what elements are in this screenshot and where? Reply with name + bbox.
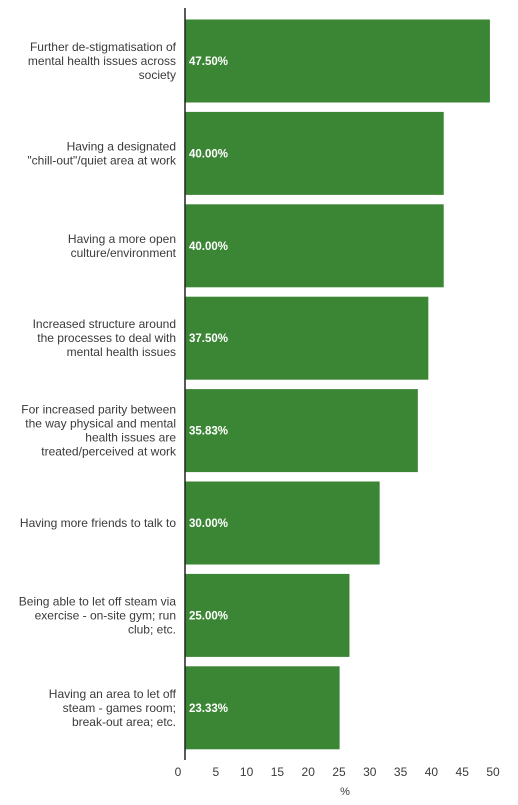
bar-value-label: 25.00% [189, 610, 228, 622]
bar [185, 573, 350, 657]
category-label: For increased parity between the way phys… [21, 403, 177, 459]
bar [185, 666, 340, 750]
bar [185, 389, 418, 473]
value-labels: 47.50% 40.00% 40.00% 37.50% 35.83% 30.00% 25.0… [189, 56, 228, 715]
bars-group [185, 19, 490, 750]
x-tick-label: 40 [425, 765, 439, 779]
bar-value-label: 37.50% [189, 333, 228, 345]
category-label: Having a designated "chill-out"/quiet are… [27, 139, 177, 167]
bar [185, 204, 444, 288]
category-label: Increased structure around the processes … [33, 317, 176, 359]
x-tick-label: 35 [394, 765, 408, 779]
category-label: Having more friends to talk to [20, 516, 176, 530]
x-tick-label: 25 [332, 765, 346, 779]
x-tick-label: 10 [240, 765, 254, 779]
bar-value-label: 23.33% [189, 703, 228, 715]
bar [185, 111, 444, 195]
bar [185, 481, 380, 565]
x-tick-label: 45 [456, 765, 470, 779]
bar-value-label: 47.50% [189, 56, 228, 68]
category-label: Having a more open culture/environment [68, 232, 177, 260]
x-tick-label: 15 [271, 765, 285, 779]
x-tick-label: 50 [486, 765, 500, 779]
x-axis-ticks: 0 5 10 15 20 25 30 35 40 45 50 [175, 765, 500, 779]
x-tick-label: 30 [363, 765, 377, 779]
x-tick-label: 0 [175, 765, 182, 779]
bar-value-label: 40.00% [189, 241, 228, 253]
bar-value-label: 40.00% [189, 148, 228, 160]
category-label: Further de-stigmatisation of mental healt… [28, 40, 177, 82]
bar [185, 19, 490, 103]
bar-value-label: 30.00% [189, 518, 228, 530]
category-labels: Further de-stigmatisation of mental healt… [19, 40, 177, 729]
bar [185, 296, 429, 380]
x-tick-label: 20 [302, 765, 316, 779]
x-tick-label: 5 [212, 765, 219, 779]
category-label: Being able to let off steam via exercise … [19, 594, 177, 636]
x-axis-title: % [340, 786, 350, 798]
bar-value-label: 35.83% [189, 426, 228, 438]
category-label: Having an area to let off steam - games r… [49, 687, 177, 729]
